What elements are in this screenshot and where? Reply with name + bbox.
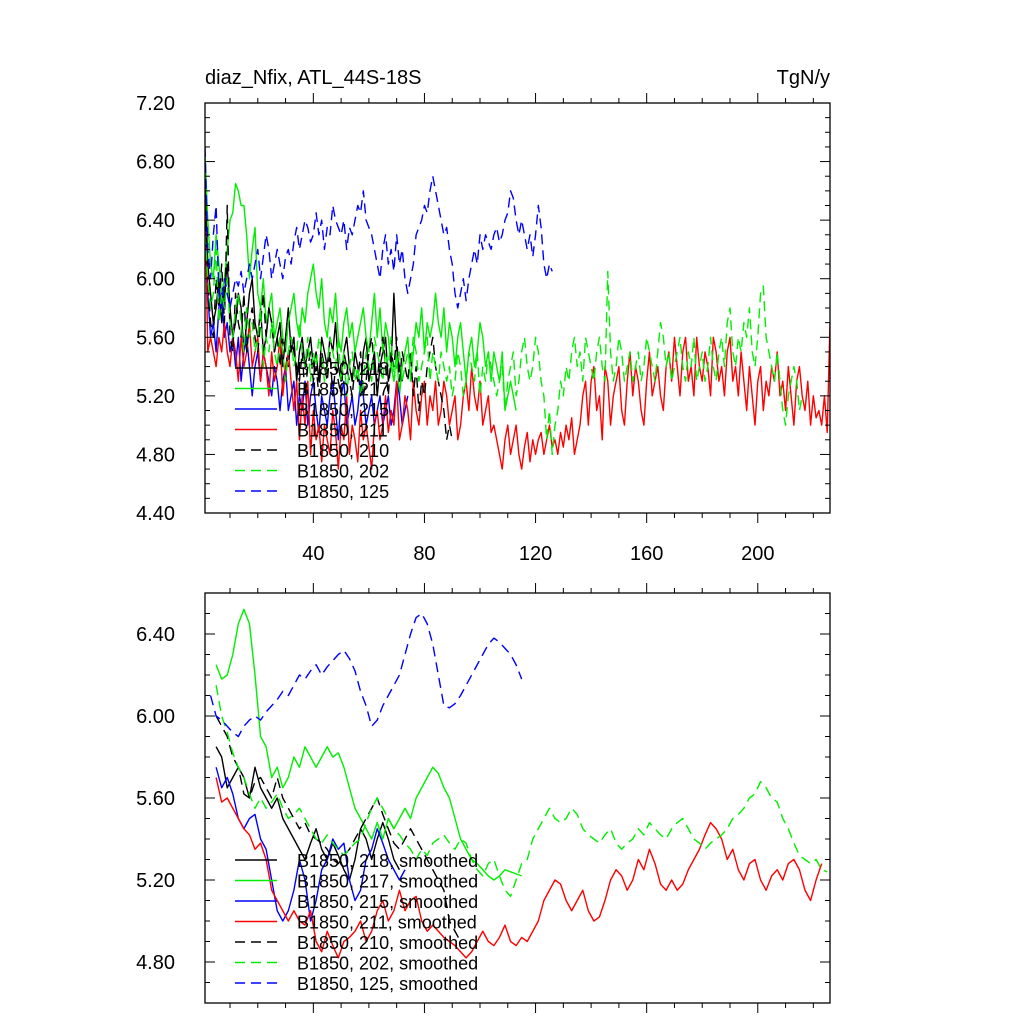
series-line-b1850-210-smoothed (215, 715, 462, 942)
series-line-b1850-217-smoothed (215, 608, 522, 881)
chart-units-label: TgN/y (777, 67, 830, 89)
y-tick-label: 6.80 (136, 152, 175, 174)
legend-label-b1850-217: B1850, 217 (297, 380, 389, 400)
legend-label-b1850-125-smoothed: B1850, 125, smoothed (297, 974, 478, 994)
y-tick-label: 4.40 (136, 503, 175, 525)
bottom-panel-lines (209, 608, 828, 959)
x-tick-label: 40 (302, 543, 324, 565)
y-tick-label: 5.20 (136, 870, 175, 892)
y-tick-label: 5.60 (136, 788, 175, 810)
series-line-b1850-215-smoothed (215, 767, 406, 922)
y-tick-label: 5.20 (136, 386, 175, 408)
legend-label-b1850-202-smoothed: B1850, 202, smoothed (297, 954, 478, 974)
series-line-b1850-211-smoothed (215, 777, 823, 959)
legend-label-b1850-218-smoothed: B1850, 218, smoothed (297, 851, 478, 871)
series-line-b1850-218-smoothed (215, 746, 401, 881)
y-tick-label: 5.60 (136, 327, 175, 349)
top-panel-ticks: 4.40 4.80 5.20 5.60 6.00 6.40 6.80 7.20 40 80 120 1… (136, 93, 830, 565)
y-tick-label: 6.00 (136, 269, 175, 291)
series-line-b1850-125-smoothed (209, 612, 523, 738)
chart-title-left: diaz_Nfix, ATL_44S-18S (205, 67, 421, 89)
series-line-b1850-202 (205, 234, 803, 456)
x-tick-label: 200 (741, 543, 774, 565)
y-tick-label: 6.00 (136, 706, 175, 728)
legend-label-b1850-211-smoothed: B1850, 211, smoothed (297, 913, 477, 933)
series-line-b1850-211 (205, 190, 830, 470)
legend-label-b1850-202: B1850, 202 (297, 462, 389, 482)
x-tick-label: 160 (630, 543, 663, 565)
y-tick-label: 4.80 (136, 444, 175, 466)
top-panel: diaz_Nfix, ATL_44S-18S TgN/y 4.40 4.80 5.2… (136, 67, 831, 565)
series-line-b1850-202-smoothed (215, 685, 828, 898)
x-tick-label: 80 (413, 543, 435, 565)
legend-label-b1850-217-smoothed: B1850, 217, smoothed (297, 872, 478, 892)
series-line-b1850-217 (205, 154, 517, 412)
y-tick-label: 4.80 (136, 952, 175, 974)
legend-label-b1850-215: B1850, 215 (297, 400, 389, 420)
y-tick-label: 6.40 (136, 624, 175, 646)
legend-label-b1850-210: B1850, 210 (297, 441, 389, 461)
legend-label-b1850-210-smoothed: B1850, 210, smoothed (297, 933, 478, 953)
legend-label-b1850-125: B1850, 125 (297, 482, 389, 502)
x-tick-label: 120 (519, 543, 552, 565)
top-panel-lines (205, 146, 830, 470)
series-line-b1850-125 (205, 146, 553, 309)
y-tick-label: 7.20 (136, 93, 175, 115)
y-tick-label: 6.40 (136, 210, 175, 232)
legend-label-b1850-218: B1850, 218 (297, 359, 389, 379)
bottom-panel-ticks: 4.80 5.20 5.60 6.00 6.40 (136, 583, 830, 1013)
legend-label-b1850-215-smoothed: B1850, 215, smoothed (297, 892, 478, 912)
bottom-panel: 4.80 5.20 5.60 6.00 6.40 B1850, 218, smoothe… (136, 583, 831, 1013)
legend-label-b1850-211: B1850, 211 (297, 421, 388, 441)
